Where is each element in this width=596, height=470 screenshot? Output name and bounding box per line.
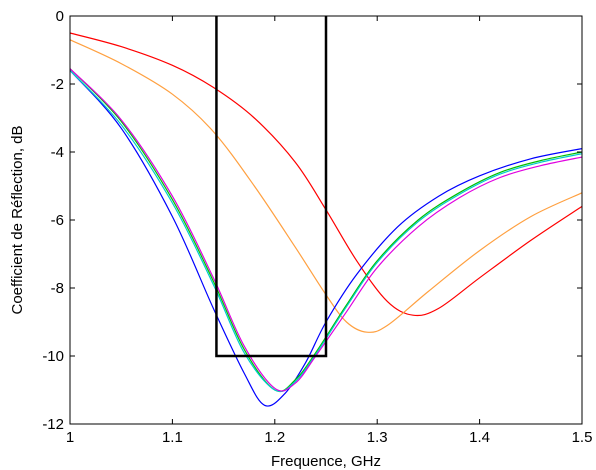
x-tick-label-0: 1 [66,429,74,446]
x-tick-label-3: 1.3 [367,429,388,446]
x-tick-label-2: 1.2 [264,429,285,446]
series-line-4 [69,69,583,393]
x-tick-label-1: 1.1 [162,429,183,446]
x-tick-label-5: 1.5 [572,429,593,446]
series-line-2 [69,70,583,407]
x-tick-label-4: 1.4 [469,429,490,446]
series-line-3 [69,68,583,393]
series-layer [69,16,583,407]
series-line-0 [69,32,583,317]
x-axis-label: Frequence, GHz [271,453,381,470]
y-axis-label: Coefficient de Réflection, dB [9,125,26,314]
y-tick-label-1: -2 [51,76,64,93]
y-tick-label-3: -6 [51,212,64,229]
y-tick-label-0: 0 [56,8,64,25]
tick-layer: 1 1.1 1.2 1.3 1.4 1.5 0 -2 -4 -6 -8 -10 -12 [42,8,592,446]
y-tick-label-4: -8 [51,280,64,297]
series-line-1 [69,39,583,333]
series-line-5 [69,68,583,392]
spec-box-line [215,16,328,358]
y-tick-label-5: -10 [42,348,64,365]
y-tick-label-6: -12 [42,416,64,433]
y-tick-label-2: -4 [51,144,64,161]
